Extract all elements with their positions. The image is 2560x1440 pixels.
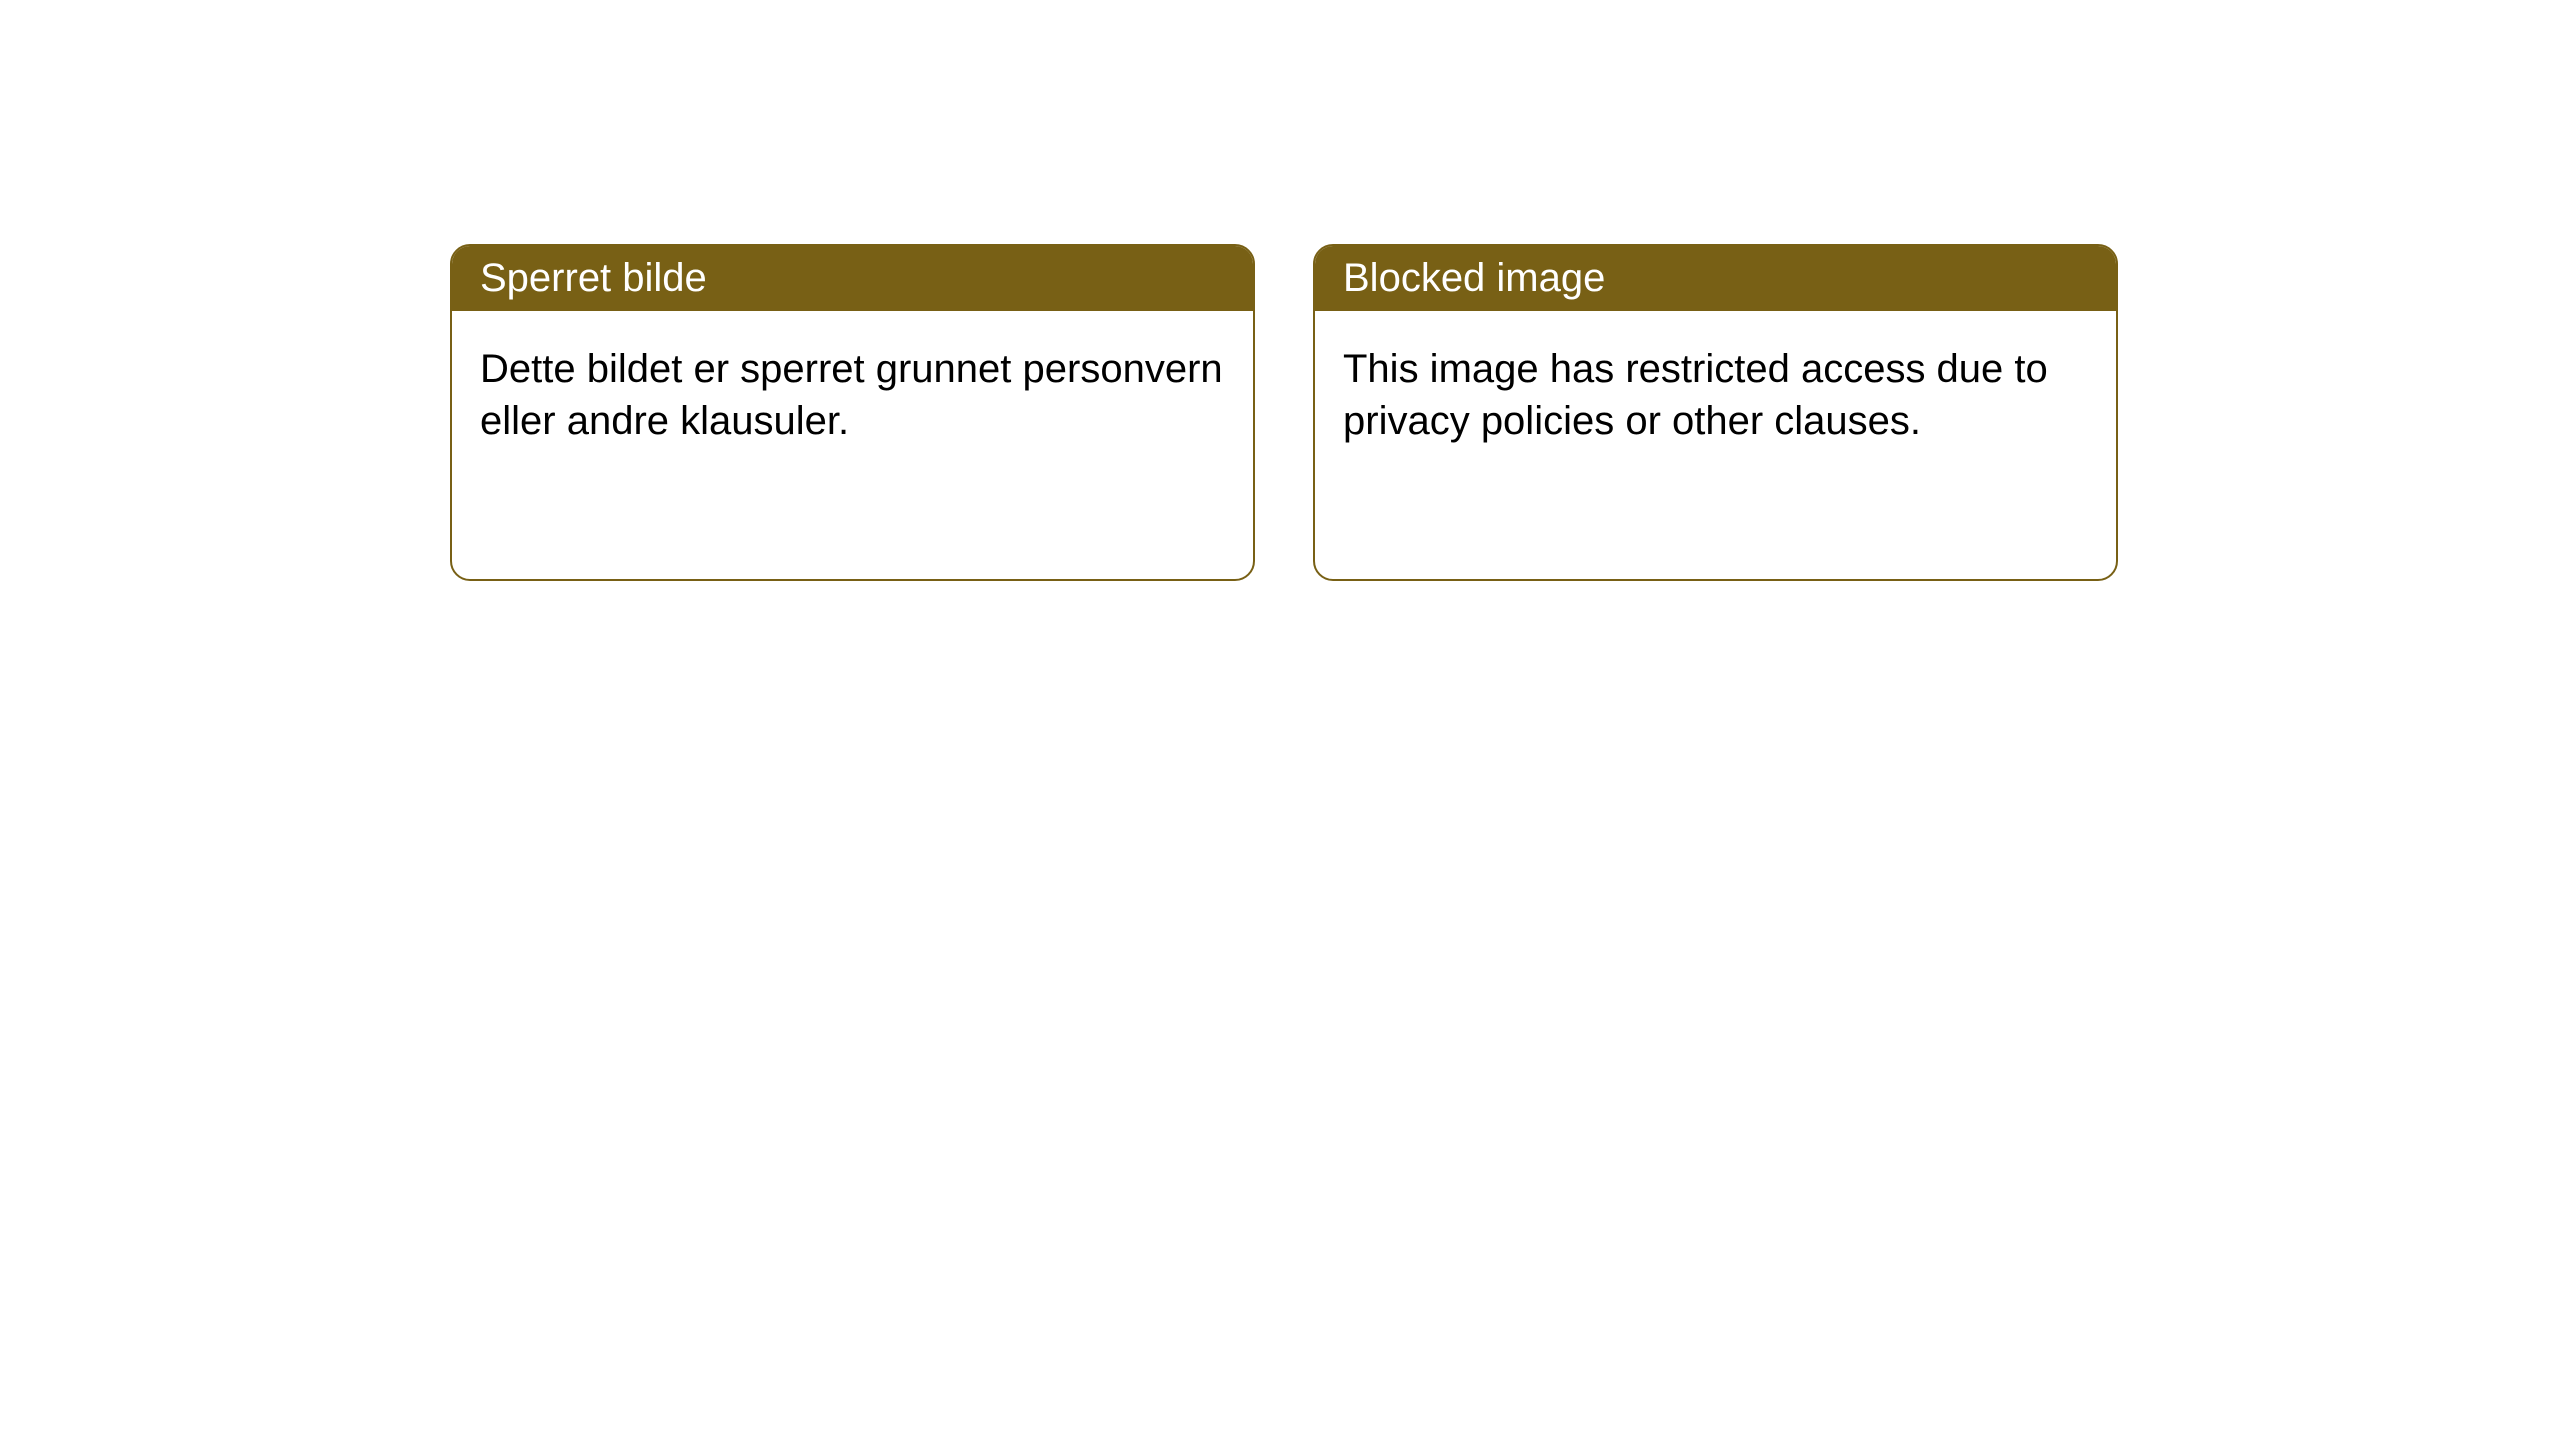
notice-cards-container: Sperret bilde Dette bildet er sperret gr… xyxy=(0,0,2560,581)
notice-header: Sperret bilde xyxy=(452,246,1253,311)
notice-header: Blocked image xyxy=(1315,246,2116,311)
notice-card-norwegian: Sperret bilde Dette bildet er sperret gr… xyxy=(450,244,1255,581)
notice-body: This image has restricted access due to … xyxy=(1315,311,2116,479)
notice-body: Dette bildet er sperret grunnet personve… xyxy=(452,311,1253,479)
notice-card-english: Blocked image This image has restricted … xyxy=(1313,244,2118,581)
